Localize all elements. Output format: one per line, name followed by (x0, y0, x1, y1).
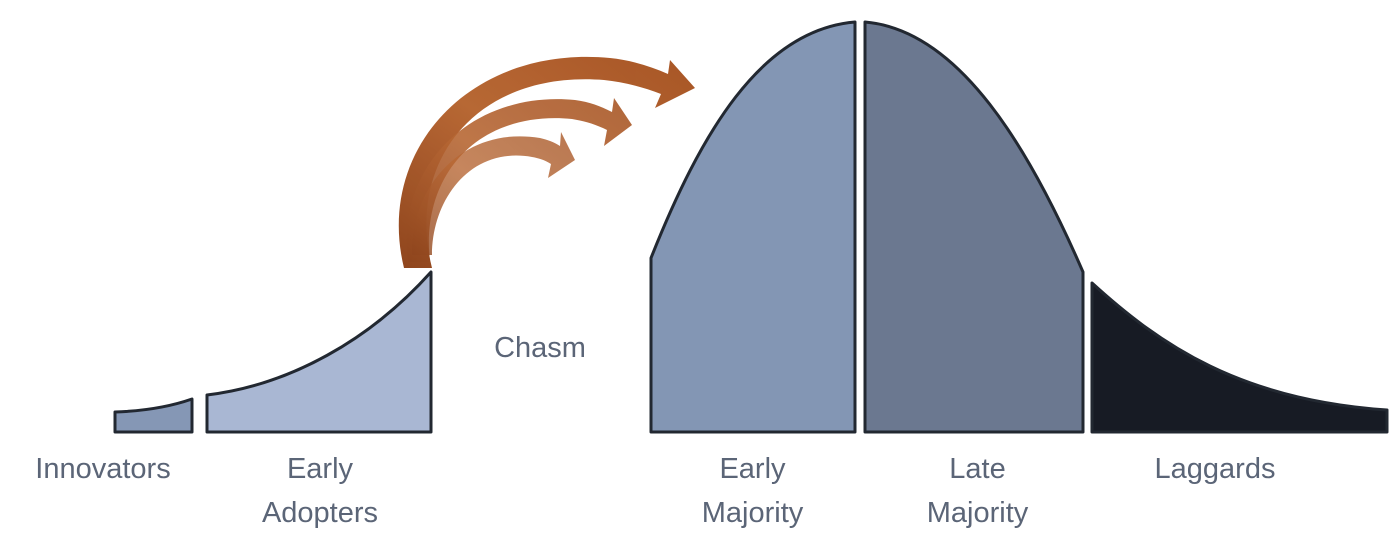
laggards-segment (1090, 281, 1389, 434)
early-adopters-label-line2: Adopters (261, 497, 379, 529)
laggards-label-text: Laggards (1154, 453, 1276, 485)
chasm-label: Chasm (460, 326, 620, 370)
late-majority-segment (863, 20, 1085, 434)
late-majority-label-line1: Late (949, 453, 1006, 485)
laggards-label: Laggards (1110, 447, 1320, 491)
early-adopters-label: Early Adopters (205, 447, 435, 535)
early-majority-label: Early Majority (650, 447, 855, 535)
late-majority-label-line2: Majority (926, 497, 1029, 529)
late-majority-label: Late Majority (870, 447, 1085, 535)
innovators-label: Innovators (8, 447, 198, 491)
early-majority-segment (649, 20, 857, 434)
innovators-label-text: Innovators (35, 453, 171, 485)
early-adopters-label-line1: Early (286, 453, 354, 485)
chasm-label-text: Chasm (494, 332, 586, 364)
early-majority-label-line1: Early (719, 453, 786, 485)
early-adopters-segment (205, 270, 433, 434)
innovators-segment (113, 397, 194, 434)
curved-arrow-icon (398, 56, 695, 268)
early-majority-label-line2: Majority (701, 497, 804, 529)
